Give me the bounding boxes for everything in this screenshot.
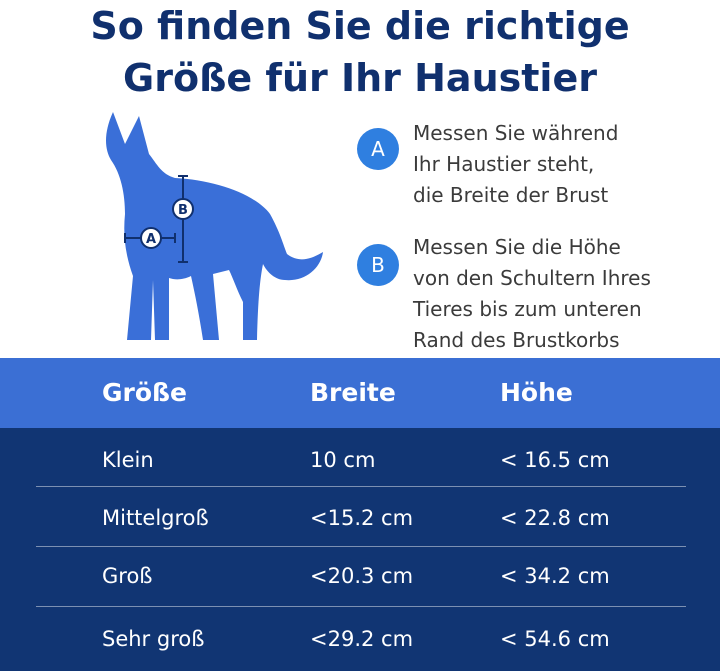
cell-width: <29.2 cm [310,627,414,651]
cell-width: 10 cm [310,448,376,472]
cell-height: < 54.6 cm [500,627,610,651]
size-table-body: Klein 10 cm < 16.5 cm Mittelgroß <15.2 c… [0,428,720,671]
instruction-b-line: Rand des Brustkorbs [413,328,620,352]
page-title: So finden Sie die richtige Größe für Ihr… [0,0,720,104]
title-line-1: So finden Sie die richtige [90,4,630,48]
table-row: Groß <20.3 cm < 34.2 cm [0,546,720,604]
dog-silhouette-icon: A B [106,112,323,340]
instruction-a-line: Messen Sie während [413,121,619,145]
row-divider [36,546,686,547]
instruction-a-text: Messen Sie während Ihr Haustier steht, d… [413,118,713,211]
size-table-header: Größe Breite Höhe [0,358,720,428]
row-divider [36,486,686,487]
dog-marker-b: B [178,203,188,218]
instruction-a-line: die Breite der Brust [413,183,609,207]
instruction-b-line: Messen Sie die Höhe [413,235,621,259]
table-row: Klein 10 cm < 16.5 cm [0,430,720,488]
cell-height: < 34.2 cm [500,564,610,588]
cell-size: Klein [102,448,154,472]
cell-width: <20.3 cm [310,564,414,588]
table-row: Mittelgroß <15.2 cm < 22.8 cm [0,488,720,546]
cell-size: Mittelgroß [102,506,209,530]
instruction-b-line: von den Schultern Ihres [413,266,651,290]
instruction-b-line: Tieres bis zum unteren [413,297,642,321]
cell-width: <15.2 cm [310,506,414,530]
badge-b: B [357,244,399,286]
cell-size: Groß [102,564,153,588]
cell-size: Sehr groß [102,627,205,651]
cell-height: < 22.8 cm [500,506,610,530]
header-size: Größe [102,378,187,407]
table-row: Sehr groß <29.2 cm < 54.6 cm [0,609,720,667]
instruction-b-text: Messen Sie die Höhe von den Schultern Ih… [413,232,713,356]
title-line-2: Größe für Ihr Haustier [123,56,597,100]
header-width: Breite [310,378,396,407]
header-height: Höhe [500,378,573,407]
instruction-a-line: Ihr Haustier steht, [413,152,595,176]
row-divider [36,606,686,607]
dog-marker-a: A [146,232,156,247]
badge-a: A [357,128,399,170]
cell-height: < 16.5 cm [500,448,610,472]
